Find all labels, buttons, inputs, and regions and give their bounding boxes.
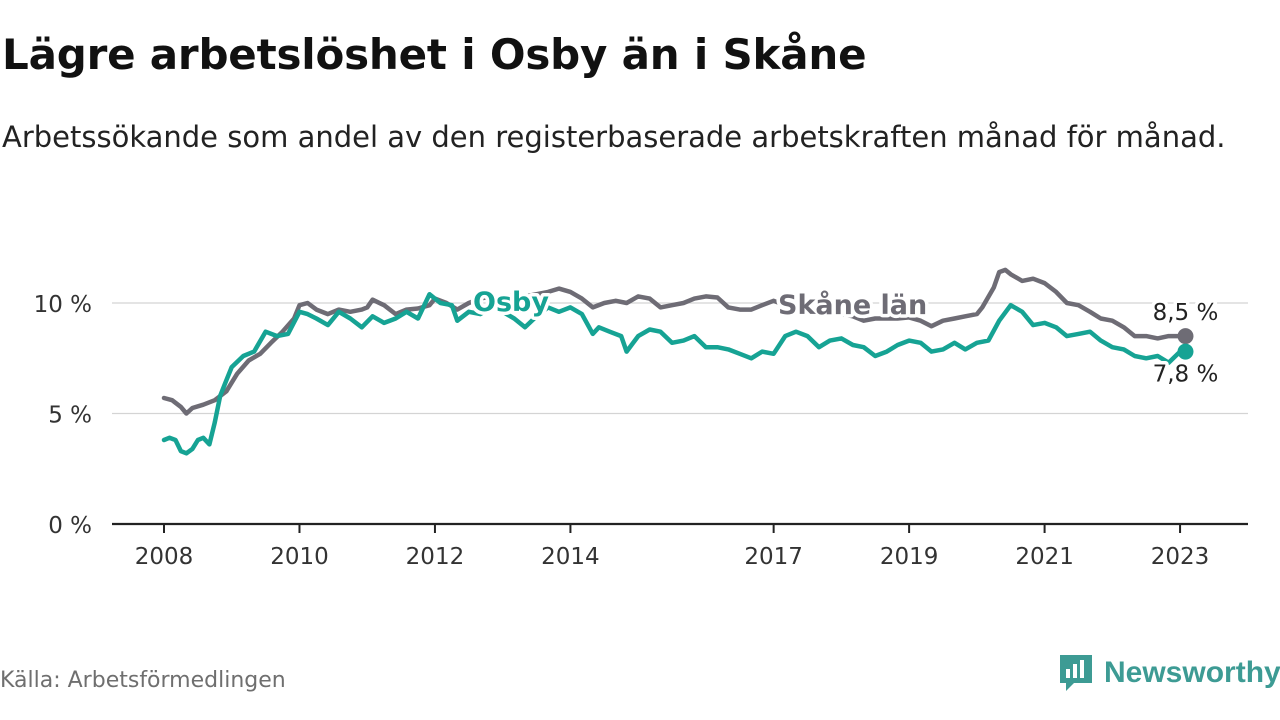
chart-subtitle: Arbetssökande som andel av den registerb…	[2, 120, 1226, 154]
chart-title: Lägre arbetslöshet i Osby än i Skåne	[2, 30, 867, 79]
end-label-skane: 8,5 %	[1153, 300, 1219, 326]
end-marker-skane	[1177, 328, 1194, 345]
line-chart: 0 %5 %10 % Osby Skåne län 8,5 %7,8 % 2008 2…	[34, 267, 1248, 570]
series-line-skåne-län	[161, 267, 1188, 416]
y-tick-label: 0 %	[48, 513, 92, 539]
series-label-skane: Skåne län	[778, 289, 927, 321]
y-tick-label: 10 %	[34, 292, 92, 318]
x-tick-label: 2014	[541, 544, 600, 570]
y-tick-label: 5 %	[48, 403, 92, 429]
brand-name: Newsworthy	[1104, 656, 1280, 689]
source-note: Källa: Arbetsförmedlingen	[0, 668, 286, 693]
end-label-osby: 7,8 %	[1153, 362, 1219, 388]
series-line-osby	[161, 291, 1188, 456]
series-label-osby: Osby	[473, 287, 549, 318]
x-tick-label: 2017	[744, 544, 803, 570]
x-tick-label: 2019	[880, 544, 939, 570]
series-labels: Osby Skåne län 8,5 % 7,8 %	[470, 284, 1222, 392]
y-axis-ticks: 0 % 5 % 10 %	[34, 292, 92, 539]
gridlines	[112, 302, 1248, 415]
x-tick-label: 2023	[1151, 544, 1210, 570]
brand-logo[interactable]: Newsworthy	[1058, 652, 1280, 694]
x-axis: 2008 2010 2012 2014 2017 2019 2021 2023	[112, 522, 1248, 570]
x-tick-label: 2012	[406, 544, 465, 570]
x-tick-label: 2021	[1015, 544, 1074, 570]
x-tick-label: 2010	[270, 544, 329, 570]
end-marker-osby	[1177, 343, 1194, 360]
series-lines	[161, 267, 1188, 456]
newsworthy-chart-logo-icon	[1060, 655, 1092, 691]
x-tick-label: 2008	[135, 544, 194, 570]
